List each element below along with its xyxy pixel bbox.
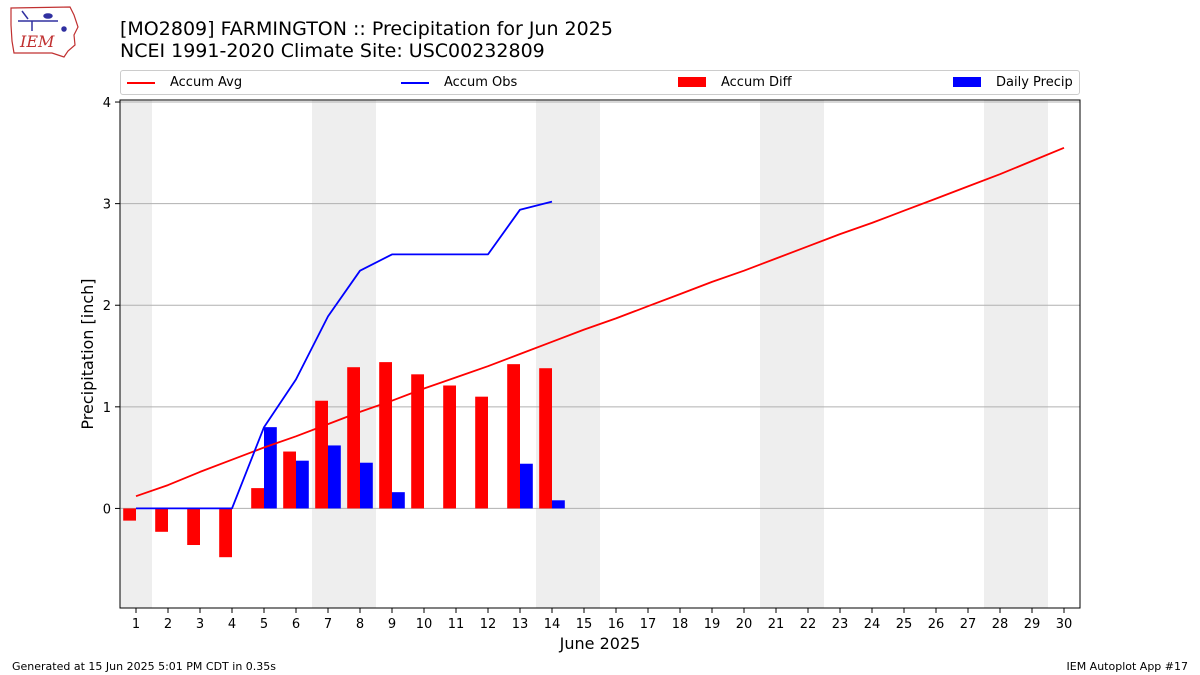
bar-accum-diff-day-8	[347, 367, 360, 509]
chart-title: [MO2809] FARMINGTON :: Precipitation for…	[120, 18, 613, 40]
line-accum-avg	[135, 146, 1065, 498]
bar-accum-diff-day-7	[315, 400, 328, 509]
x-tick-label-20: 20	[736, 617, 753, 632]
x-tick-label-21: 21	[768, 617, 785, 632]
iowa-state-outline	[10, 6, 79, 58]
iem-logo-text: IEM	[19, 32, 55, 51]
weekend-band-day-1	[120, 100, 152, 608]
legend-label-daily-precip: Daily Precip	[996, 75, 1073, 90]
y-tick-label-3: 3	[103, 198, 111, 213]
bar-accum-diff-day-4	[219, 508, 232, 558]
x-tick-label-19: 19	[704, 617, 721, 632]
bar-daily-precip-day-8	[360, 462, 373, 509]
bar-accum-diff-day-5	[251, 488, 264, 509]
x-tick-label-30: 30	[1056, 617, 1073, 632]
bar-accum-diff-day-1	[123, 508, 136, 521]
y-tick-label-1: 1	[103, 401, 111, 416]
bar-accum-diff-day-6	[283, 451, 296, 509]
x-tick-label-26: 26	[928, 617, 945, 632]
x-tick-label-23: 23	[832, 617, 849, 632]
x-tick-label-4: 4	[228, 617, 236, 632]
y-tick-label-2: 2	[103, 299, 111, 314]
x-tick-label-1: 1	[132, 617, 140, 632]
legend-swatch-accum-avg	[127, 82, 155, 84]
line-accum-obs	[136, 200, 553, 510]
legend-swatch-accum-diff	[678, 77, 706, 87]
bar-daily-precip-day-14	[552, 500, 565, 509]
x-tick-label-3: 3	[196, 617, 204, 632]
bar-accum-diff-day-14	[539, 368, 552, 509]
x-tick-label-11: 11	[448, 617, 465, 632]
bar-accum-diff-day-10	[411, 374, 424, 509]
x-tick-label-5: 5	[260, 617, 268, 632]
x-tick-label-28: 28	[992, 617, 1009, 632]
weekend-band-day-15	[568, 100, 600, 608]
bar-daily-precip-day-7	[328, 445, 341, 509]
x-tick-label-17: 17	[640, 617, 657, 632]
bar-accum-diff-day-9	[379, 362, 392, 509]
weather-station-icon	[18, 10, 67, 32]
chart-subtitle: NCEI 1991-2020 Climate Site: USC00232809	[120, 40, 545, 62]
x-tick-label-15: 15	[576, 617, 593, 632]
x-tick-label-16: 16	[608, 617, 625, 632]
bar-accum-diff-day-3	[187, 508, 200, 546]
x-tick-label-27: 27	[960, 617, 977, 632]
legend-label-accum-avg: Accum Avg	[170, 75, 243, 90]
x-tick-label-6: 6	[292, 617, 300, 632]
x-tick-label-10: 10	[416, 617, 433, 632]
x-tick-label-8: 8	[356, 617, 364, 632]
bar-accum-diff-day-12	[475, 396, 488, 509]
x-tick-label-29: 29	[1024, 617, 1041, 632]
chart-legend: Accum Avg Accum Obs Accum Diff Daily Pre…	[120, 70, 1080, 95]
x-tick-label-9: 9	[388, 617, 396, 632]
iem-logo: IEM	[10, 6, 79, 58]
x-tick-label-14: 14	[544, 617, 561, 632]
weekend-band-day-21	[760, 100, 792, 608]
y-tick-label-4: 4	[103, 96, 111, 111]
bar-accum-diff-day-2	[155, 508, 168, 532]
x-tick-label-7: 7	[324, 617, 332, 632]
generated-timestamp: Generated at 15 Jun 2025 5:01 PM CDT in …	[12, 660, 277, 673]
legend-swatch-daily-precip	[953, 77, 981, 87]
weekend-band-day-22	[792, 100, 824, 608]
x-tick-label-2: 2	[164, 617, 172, 632]
weekend-band-day-7	[312, 100, 344, 608]
bar-accum-diff-day-13	[507, 364, 520, 509]
legend-label-accum-obs: Accum Obs	[444, 75, 518, 90]
bar-daily-precip-day-6	[296, 460, 309, 509]
x-tick-label-25: 25	[896, 617, 913, 632]
bar-daily-precip-day-9	[392, 492, 405, 509]
weekend-band-day-28	[984, 100, 1016, 608]
x-tick-label-22: 22	[800, 617, 817, 632]
weekend-band-day-29	[1016, 100, 1048, 608]
y-axis-label: Precipitation [inch]	[78, 278, 97, 429]
plot-frame	[119, 99, 1081, 609]
weekend-band-day-8	[344, 100, 376, 608]
bar-daily-precip-day-13	[520, 463, 533, 509]
x-tick-label-24: 24	[864, 617, 881, 632]
x-tick-label-12: 12	[480, 617, 497, 632]
autoplot-app-id: IEM Autoplot App #17	[1066, 660, 1189, 673]
legend-label-accum-diff: Accum Diff	[721, 75, 792, 90]
legend-swatch-accum-obs	[401, 82, 429, 84]
x-tick-label-18: 18	[672, 617, 689, 632]
bar-accum-diff-day-11	[443, 385, 456, 509]
x-tick-label-13: 13	[512, 617, 529, 632]
x-axis-label: June 2025	[559, 634, 641, 653]
y-tick-label-0: 0	[103, 502, 111, 517]
weekend-band-day-14	[536, 100, 568, 608]
bar-daily-precip-day-5	[264, 427, 277, 509]
